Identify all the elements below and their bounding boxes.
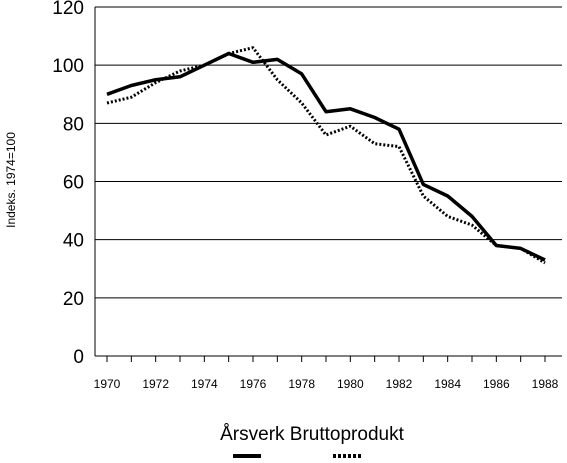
y-tick-label: 100	[52, 56, 84, 77]
y-tick-label: 120	[52, 0, 84, 19]
y-tick-labels: 0 20 40 60 80 100 120	[52, 0, 84, 368]
y-tick-label: 60	[63, 173, 84, 194]
axes	[94, 7, 562, 362]
x-tick-label: 1980	[337, 377, 364, 391]
x-tick-label: 1972	[142, 377, 169, 391]
x-tick-label: 1982	[386, 377, 413, 391]
x-tick-label: 1984	[434, 377, 461, 391]
x-tick-label: 1970	[94, 377, 121, 391]
x-tick-label: 1988	[532, 377, 559, 391]
series-lines	[106, 46, 546, 265]
grid-lines	[95, 6, 562, 299]
x-tick-labels: 1970 1972 1974 1976 1978 1980 1982 1984 1986 1988	[94, 377, 559, 391]
y-axis-label: Indeks. 1974=100	[4, 132, 18, 228]
series-line-bruttoprodukt	[106, 46, 546, 265]
y-tick-label: 0	[73, 347, 84, 368]
y-tick-label: 80	[63, 114, 84, 135]
x-tick-label: 1986	[483, 377, 510, 391]
x-tick-label: 1974	[191, 377, 218, 391]
y-tick-label: 20	[63, 289, 84, 310]
y-tick-label: 40	[63, 231, 84, 252]
x-tick-label: 1978	[288, 377, 315, 391]
legend-title: Årsverk Bruttoprodukt	[220, 424, 404, 445]
series-line-arsverk	[106, 51, 546, 262]
x-tick-label: 1976	[240, 377, 267, 391]
